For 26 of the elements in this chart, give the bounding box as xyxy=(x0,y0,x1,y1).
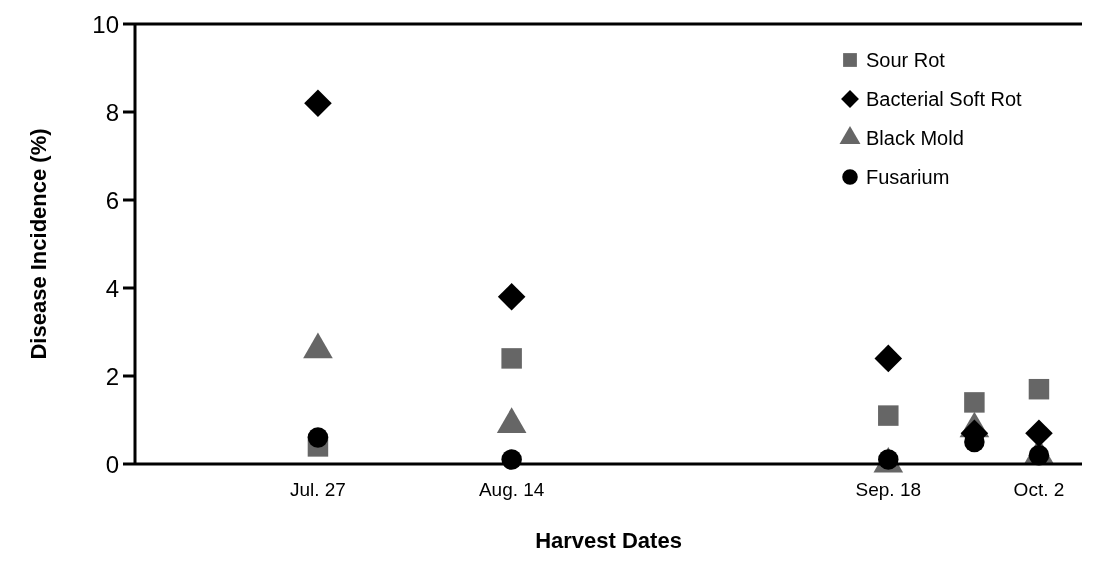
x-axis-title: Harvest Dates xyxy=(535,528,682,553)
y-tick-label: 4 xyxy=(105,274,119,302)
legend-label: Black Mold xyxy=(866,127,964,149)
legend-label: Bacterial Soft Rot xyxy=(866,88,1023,110)
point xyxy=(1028,444,1050,466)
y-tick-label: 6 xyxy=(105,186,119,214)
y-tick-label: 2 xyxy=(105,362,119,390)
point xyxy=(1025,419,1053,447)
y-tick-label: 10 xyxy=(92,10,119,38)
y-tick-label: 8 xyxy=(105,98,119,126)
x-tick-label: Sep. 18 xyxy=(855,479,922,500)
x-tick-label: Aug. 14 xyxy=(478,479,545,500)
point xyxy=(307,427,329,448)
legend-label: Fusarium xyxy=(866,166,950,188)
x-tick-label: Oct. 2 xyxy=(1013,479,1065,500)
y-axis-title: Disease Incidence (%) xyxy=(25,128,51,360)
y-tick-label: 0 xyxy=(105,450,119,478)
point xyxy=(1028,378,1050,400)
point xyxy=(304,89,332,117)
point xyxy=(878,405,899,426)
point xyxy=(874,344,903,373)
legend-label: Sour Rot xyxy=(866,49,946,71)
point xyxy=(497,283,526,311)
x-tick-label: Jul. 27 xyxy=(289,479,346,500)
point xyxy=(501,348,522,369)
point xyxy=(964,392,985,413)
